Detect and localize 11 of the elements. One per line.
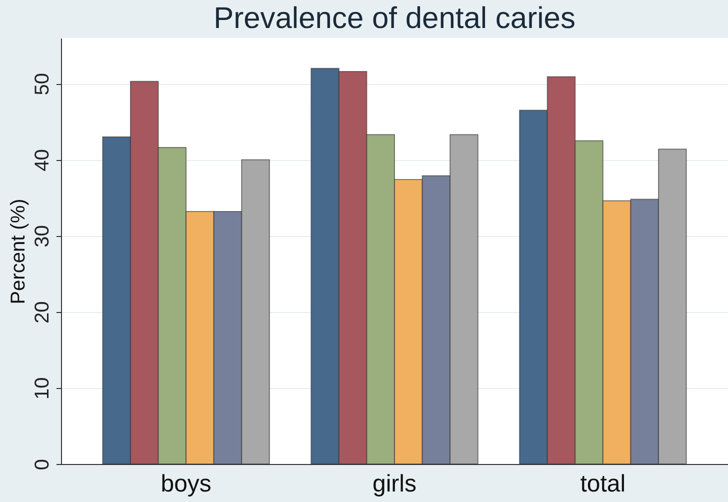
y-tick-label: 40 — [32, 149, 54, 172]
y-tick-label: 50 — [32, 73, 54, 96]
x-tick-label: girls — [372, 470, 417, 498]
y-axis-title: Percent (%) — [8, 198, 30, 304]
chart-title: Prevalence of dental caries — [214, 2, 576, 35]
y-tick-label: 20 — [32, 301, 54, 324]
y-tick-label: 30 — [32, 225, 54, 248]
x-tick-label: boys — [160, 470, 212, 498]
y-tick-label: 0 — [32, 458, 54, 470]
x-tick-label: total — [580, 470, 626, 498]
y-tick-label: 10 — [32, 377, 54, 400]
